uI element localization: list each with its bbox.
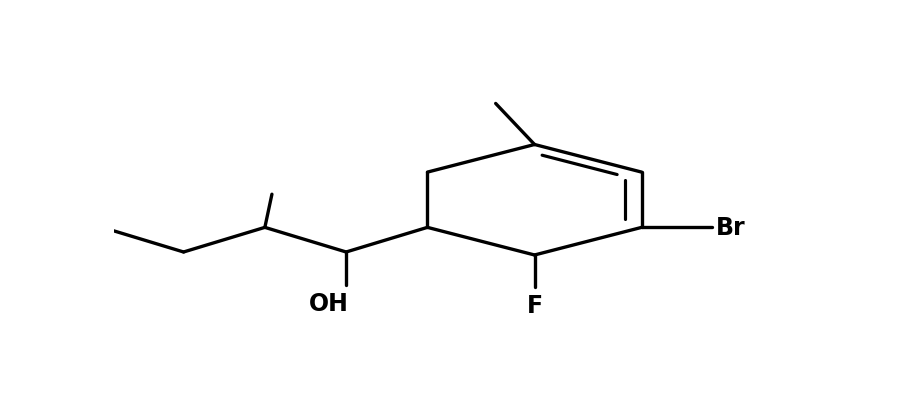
- Text: Br: Br: [715, 216, 744, 240]
- Text: OH: OH: [308, 291, 348, 315]
- Text: F: F: [526, 293, 542, 317]
